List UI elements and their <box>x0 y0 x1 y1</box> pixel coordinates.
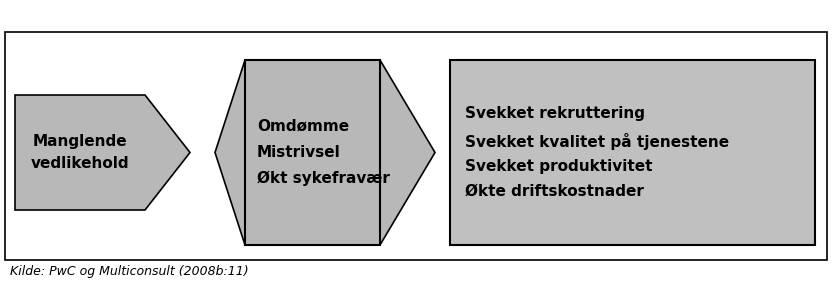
Text: Manglende
vedlikehold: Manglende vedlikehold <box>31 134 129 171</box>
Bar <box>245 60 380 245</box>
Bar <box>5 32 827 260</box>
Text: Kilde: PwC og Multiconsult (2008b:11): Kilde: PwC og Multiconsult (2008b:11) <box>10 266 249 278</box>
Bar <box>450 60 815 245</box>
Polygon shape <box>215 60 435 245</box>
Text: Omdømme
Mistrivsel
Økt sykefravær: Omdømme Mistrivsel Økt sykefravær <box>257 119 390 186</box>
Polygon shape <box>15 95 190 210</box>
Text: Svekket rekruttering
Svekket kvalitet på tjenestene
Svekket produktivitet
Økte d: Svekket rekruttering Svekket kvalitet på… <box>465 106 729 199</box>
